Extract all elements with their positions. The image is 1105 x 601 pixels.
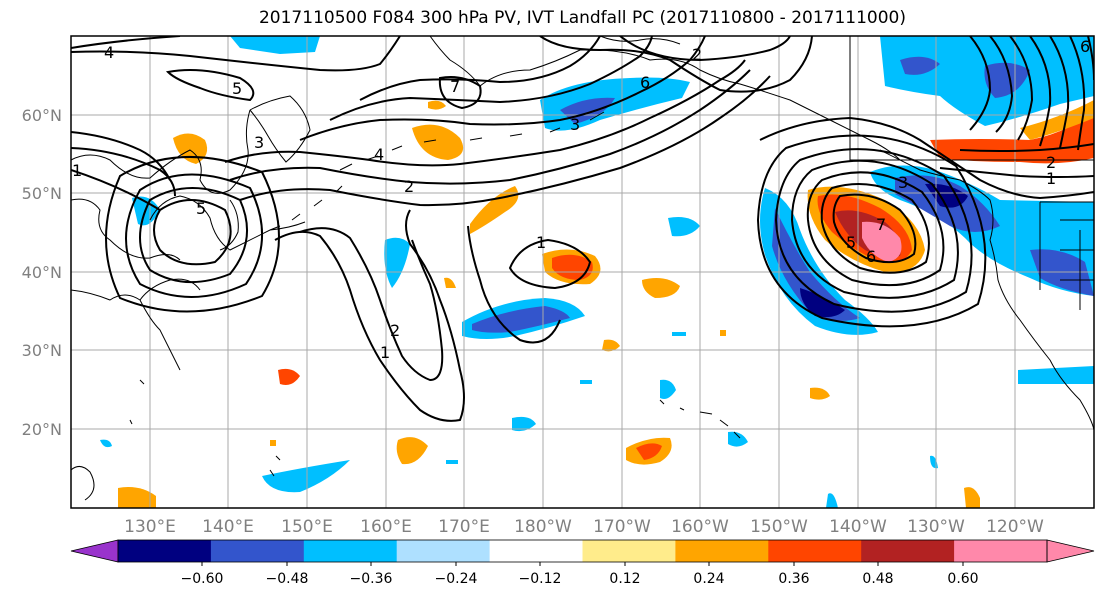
colorbar-tick-label: 0.48 [862,571,893,587]
contour-label: 2 [1046,153,1056,172]
longitude-labels: 130°E 140°E 150°E 160°E 170°E 180°W 170°… [124,517,1044,537]
contour-label: 5 [232,79,242,98]
colorbar-labels: −0.60 −0.48 −0.36 −0.24 −0.12 0.12 0.24 … [181,571,979,587]
colorbar-tick-label: 0.60 [947,571,978,587]
colorbar-ticks [201,562,964,566]
contour-label: 6 [866,247,876,266]
contour-label: 7 [450,77,460,96]
map-panel: 4 5 7 6 3 4 2 3 5 2 1 1 2 1 7 6 5 3 2 1 … [70,35,1095,509]
pv-contours [71,36,1094,422]
contour-label: 3 [570,115,580,134]
contour-label: 3 [898,173,908,192]
colorbar-tick-label: −0.60 [181,571,224,587]
contour-label: 4 [374,145,384,164]
contour-label: 5 [846,233,856,252]
colorbar-tick-label: 0.12 [609,571,640,587]
colorbar: −0.60 −0.48 −0.36 −0.24 −0.12 0.12 0.24 … [70,539,1095,587]
lon-label: 150°W [750,517,808,537]
lon-label: 150°E [281,517,333,537]
colorbar-tick-label: −0.48 [266,571,309,587]
colorbar-tick-label: −0.24 [435,571,478,587]
colorbar-tick-label: 0.36 [778,571,809,587]
colorbar-bin [489,540,583,562]
contour-label: 6 [1080,37,1090,56]
contour-label: 5 [196,199,206,218]
contour-label: 1 [536,233,546,252]
lon-label: 140°E [202,517,254,537]
colorbar-bin [396,540,491,562]
contour-label: 2 [692,45,702,64]
lon-label: 120°W [986,517,1044,537]
lat-label: 50°N [22,184,62,203]
contour-labels: 4 5 7 6 3 4 2 3 5 2 1 1 2 1 7 6 5 3 2 1 … [72,37,1090,362]
lon-label: 160°E [360,517,412,537]
contour-label: 7 [876,215,886,234]
lon-label: 140°W [829,517,887,537]
contour-label: 1 [380,343,390,362]
contour-label: 2 [390,321,400,340]
colorbar-bins [118,540,1048,562]
colorbar-bin [582,540,676,562]
contour-label: 3 [254,133,264,152]
lon-label: 160°W [671,517,729,537]
colorbar-bin [303,540,398,562]
lon-label: 130°W [907,517,965,537]
lon-label: 170°E [438,517,490,537]
colorbar-tick-label: −0.12 [519,571,562,587]
colorbar-extend-low [70,539,119,563]
contour-label: 1 [1046,169,1056,188]
colorbar-bin [861,540,955,562]
lat-label: 60°N [22,106,62,125]
colorbar-bin [768,540,862,562]
contour-label: 2 [404,177,414,196]
colorbar-bin [210,540,305,562]
contour-label: 1 [72,161,82,180]
colorbar-bin [118,540,212,562]
lat-label: 40°N [22,263,62,282]
colorbar-extend-high [1046,539,1095,563]
lat-label: 20°N [22,420,62,439]
map-title: 2017110500 F084 300 hPa PV, IVT Landfall… [258,8,906,28]
colorbar-tick-label: 0.24 [693,571,724,587]
contour-label: 6 [640,73,650,92]
colorbar-tick-label: −0.36 [350,571,393,587]
colorbar-bin [675,540,769,562]
coastlines [71,36,1094,501]
lon-label: 180°W [514,517,572,537]
lon-label: 130°E [124,517,176,537]
colorbar-bin [954,540,1048,562]
latitude-labels: 60°N 50°N 40°N 30°N 20°N [22,106,62,439]
contour-label: 4 [104,43,114,62]
lon-label: 170°W [593,517,651,537]
lat-label: 30°N [22,341,62,360]
